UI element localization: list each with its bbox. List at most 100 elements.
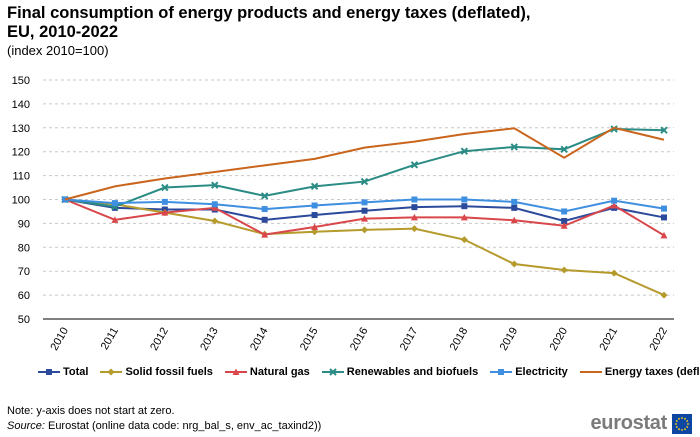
data-point-total — [511, 204, 518, 211]
legend-label: Natural gas — [249, 366, 310, 378]
chart-source: Source: Eurostat (online data code: nrg_… — [7, 419, 321, 433]
data-point-renewables-and-biofuels — [510, 143, 518, 151]
y-tick-label: 130 — [12, 123, 30, 135]
data-point-solid-fossil-fuels — [560, 266, 568, 274]
legend-swatch — [38, 369, 60, 375]
data-point-electricity — [361, 199, 368, 206]
flag-star — [686, 419, 689, 422]
x-tick-label: 2014 — [248, 326, 271, 353]
data-point-renewables-and-biofuels — [560, 145, 568, 154]
data-point-renewables-and-biofuels — [211, 181, 219, 189]
flag-star — [684, 427, 686, 430]
flag-star — [678, 417, 680, 420]
data-point-renewables-and-biofuels — [610, 125, 618, 133]
data-point-natural-gas — [460, 213, 468, 221]
data-point-renewables-and-biofuels — [360, 177, 369, 186]
legend-label: Renewables and biofuels — [346, 366, 479, 378]
data-point-solid-fossil-fuels — [460, 236, 468, 244]
data-point-electricity — [161, 198, 168, 205]
x-tick-label: 2017 — [398, 326, 421, 353]
x-tick-label: 2021 — [598, 326, 621, 353]
data-point-natural-gas — [311, 223, 319, 230]
data-point-solid-fossil-fuels — [610, 269, 618, 277]
data-point-renewables-and-biofuels — [310, 182, 319, 191]
data-point-natural-gas — [660, 231, 668, 239]
data-point-natural-gas — [261, 231, 269, 238]
data-point-natural-gas — [161, 209, 169, 216]
data-point-renewables-and-biofuels — [660, 126, 668, 134]
y-tick-label: 80 — [18, 242, 30, 254]
data-point-electricity — [661, 205, 667, 212]
chart-title-line2: EU, 2010-2022 — [7, 23, 118, 41]
legend-item-energy-taxes-deflated: Energy taxes (deflated) — [579, 366, 700, 378]
x-tick-label: 2018 — [448, 326, 471, 353]
data-point-electricity — [411, 196, 418, 203]
data-point-renewables-and-biofuels — [410, 161, 419, 169]
y-tick-label: 110 — [12, 171, 30, 183]
legend-marker — [232, 368, 240, 375]
series-natural-gas — [61, 196, 668, 239]
flag-star — [675, 422, 677, 425]
data-point-electricity — [461, 196, 468, 203]
legend-marker — [107, 368, 115, 376]
data-point-total — [361, 207, 368, 214]
legend-swatch — [579, 371, 602, 373]
data-point-solid-fossil-fuels — [211, 217, 219, 225]
legend-swatch — [100, 368, 123, 376]
x-tick-label: 2012 — [148, 326, 171, 353]
series-renewables-and-biofuels — [61, 125, 668, 211]
data-point-total — [661, 214, 667, 221]
flag-star — [675, 425, 678, 428]
legend-swatch — [321, 368, 344, 376]
data-point-total — [311, 212, 318, 219]
data-point-total — [561, 218, 568, 225]
data-point-electricity — [211, 201, 218, 208]
series-energy-taxes-deflated — [64, 126, 665, 201]
data-point-total — [461, 203, 468, 210]
x-tick-label: 2016 — [348, 326, 371, 353]
series-electricity — [62, 196, 667, 215]
legend-item-natural-gas: Natural gas — [224, 366, 310, 378]
y-tick-label: 150 — [12, 75, 30, 87]
x-tick-label: 2013 — [198, 326, 221, 353]
legend-swatch — [490, 369, 513, 375]
x-tick-label: 2010 — [48, 326, 71, 353]
data-point-renewables-and-biofuels — [260, 192, 269, 200]
data-point-total — [261, 216, 268, 223]
data-point-natural-gas — [610, 201, 618, 209]
data-point-total — [411, 204, 418, 211]
legend-item-renewables-and-biofuels: Renewables and biofuels — [321, 366, 479, 378]
y-tick-label: 50 — [18, 314, 30, 326]
data-point-solid-fossil-fuels — [311, 228, 319, 236]
legend-label: Solid fossil fuels — [125, 366, 213, 378]
legend-marker — [46, 369, 52, 375]
flag-star — [675, 419, 678, 422]
data-point-natural-gas — [361, 215, 368, 222]
chart-subtitle: (index 2010=100) — [7, 43, 109, 58]
data-point-renewables-and-biofuels — [460, 147, 469, 155]
legend-label: Electricity — [515, 366, 568, 378]
flag-star — [687, 422, 689, 425]
data-point-solid-fossil-fuels — [510, 260, 518, 268]
legend-swatch — [224, 368, 247, 375]
data-point-natural-gas — [211, 204, 219, 211]
eurostat-logo-text: eurostat — [590, 412, 667, 434]
y-tick-label: 90 — [18, 218, 30, 230]
legend-item-solid-fossil-fuels: Solid fossil fuels — [100, 366, 213, 378]
series-line-renewables-and-biofuels — [64, 127, 665, 208]
data-point-natural-gas — [560, 222, 568, 229]
x-tick-label: 2015 — [298, 326, 321, 353]
x-tick-label: 2011 — [99, 326, 121, 352]
data-point-solid-fossil-fuels — [660, 291, 668, 299]
legend-item-electricity: Electricity — [490, 366, 568, 378]
data-point-solid-fossil-fuels — [410, 225, 418, 233]
flag-star — [678, 427, 680, 430]
eu-flag-icon — [672, 413, 692, 434]
data-point-electricity — [261, 206, 268, 213]
x-tick-label: 2020 — [548, 326, 571, 353]
source-label: Source: — [7, 420, 45, 432]
data-point-electricity — [611, 197, 618, 204]
chart-title-block: Final consumption of energy products and… — [7, 4, 697, 59]
x-tick-label: 2022 — [647, 326, 670, 353]
data-point-electricity — [311, 202, 318, 209]
